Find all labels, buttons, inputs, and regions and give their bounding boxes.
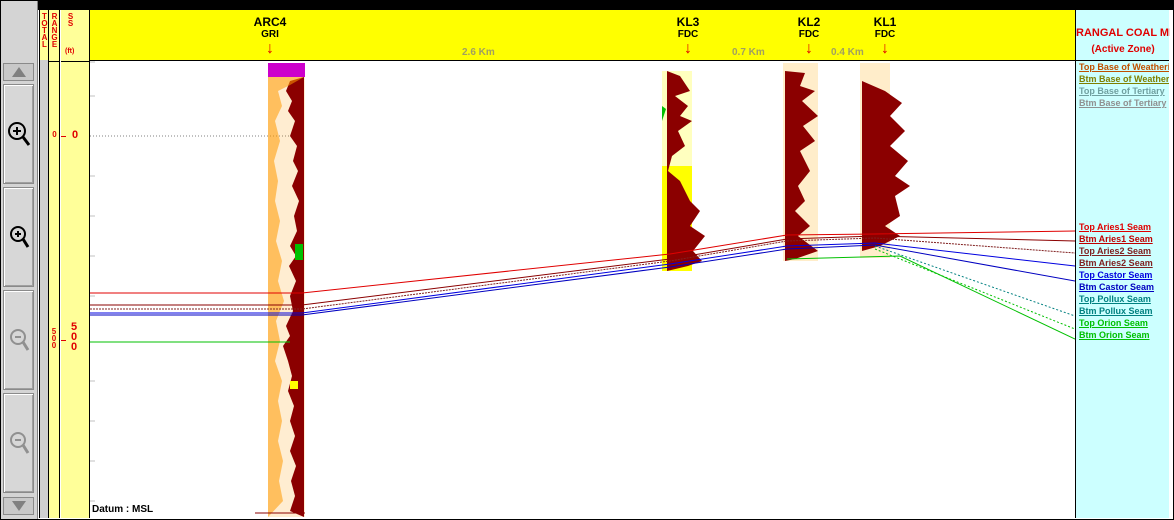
ss-tick-mark [61,136,66,137]
well-log-track-arc4[interactable] [255,63,305,517]
legend-item-btm-base-weathering[interactable]: Btm Base of Weather [1079,74,1169,84]
zoom-out-icon [9,432,29,454]
range-divider [49,61,59,62]
range-tick-500: 500 [51,327,57,350]
ss-track: SS (ft) [61,10,90,518]
scroll-down-button[interactable] [3,497,34,515]
scroll-up-button[interactable] [3,63,34,81]
well-log-arc4: GRI [261,29,279,40]
legend-item-top-orion[interactable]: Top Orion Seam [1079,318,1148,328]
ss-unit: (ft) [65,48,75,55]
legend-item-top-base-tertiary[interactable]: Top Base of Tertiary [1079,86,1165,96]
zoom-in-large-button[interactable] [3,84,34,184]
top-bar [38,0,1174,10]
ss-tick-mark [61,340,66,341]
zoom-in-icon [7,122,30,146]
zoom-out-large-button[interactable] [3,393,34,493]
distance-label: 0.7 Km [732,47,765,58]
zoom-in-button[interactable] [3,187,34,287]
legend-item-btm-orion[interactable]: Btm Orion Seam [1079,330,1150,340]
legend-item-top-castor[interactable]: Top Castor Seam [1079,270,1153,280]
arrow-down-icon: ↓ [881,40,889,57]
ss-tick-0: 0 [71,129,79,141]
legend-item-btm-aries1[interactable]: Btm Aries1 Seam [1079,234,1153,244]
legend-item-top-pollux[interactable]: Top Pollux Seam [1079,294,1151,304]
seam-legend-panel: RANGAL COAL ME (Active Zone) Top Base of… [1075,10,1170,518]
total-label: TOTAL [40,12,49,47]
triangle-up-icon [11,67,26,77]
well-name-kl2[interactable]: KL2 [797,15,821,29]
zoom-in-icon [9,226,29,248]
ss-tick-500: 500 [70,321,78,353]
ss-divider [61,61,89,62]
range-tick-0: 0 [52,130,57,139]
legend-item-top-aries1[interactable]: Top Aries1 Seam [1079,222,1152,232]
range-track: RANGE [49,10,60,518]
legend-divider [1076,60,1169,61]
arrow-down-icon: ↓ [684,40,692,57]
well-log-kl2: FDC [798,29,820,40]
legend-subtitle: (Active Zone) [1091,44,1155,55]
distance-label: 0.4 Km [831,47,864,58]
zoom-out-icon [9,329,29,351]
well-log-track-kl3[interactable] [662,71,705,271]
arrow-down-icon: ↓ [266,40,274,57]
well-log-track-kl2[interactable] [783,63,818,261]
total-track: TOTAL [39,10,49,518]
depth-gridlines [90,61,300,502]
well-name-kl1[interactable]: KL1 [873,15,897,29]
total-header [40,10,48,60]
legend-item-btm-aries2[interactable]: Btm Aries2 Seam [1079,258,1153,268]
distance-label: 2.6 Km [462,47,495,58]
datum-label: Datum : MSL [92,504,154,515]
legend-item-top-aries2[interactable]: Top Aries2 Seam [1079,246,1152,256]
legend-item-btm-castor[interactable]: Btm Castor Seam [1079,282,1155,292]
seam-correlation-lines [90,230,1075,343]
well-name-kl3[interactable]: KL3 [676,15,700,29]
range-label: RANGE [50,12,59,47]
zoom-out-button[interactable] [3,290,34,390]
wells-header: ARC4 GRI ↓ KL3 FDC ↓ KL2 FDC ↓ KL1 FDC ↓… [90,10,1075,61]
triangle-down-icon [11,501,26,511]
well-log-kl3: FDC [677,29,699,40]
legend-item-btm-base-tertiary[interactable]: Btm Base of Tertiary [1079,98,1167,108]
legend-item-btm-pollux[interactable]: Btm Pollux Seam [1079,306,1153,316]
well-name-arc4[interactable]: ARC4 [253,15,287,29]
legend-title: RANGAL COAL ME [1076,27,1170,39]
legend-item-top-base-weathering[interactable]: Top Base of Weatheri [1079,62,1169,72]
arrow-down-icon: ↓ [805,40,813,57]
well-log-kl1: FDC [874,29,896,40]
well-log-track-kl1[interactable] [860,63,910,258]
ss-label: SS [66,12,75,26]
zoom-toolbar [0,0,38,520]
correlation-plot[interactable] [90,61,1075,518]
